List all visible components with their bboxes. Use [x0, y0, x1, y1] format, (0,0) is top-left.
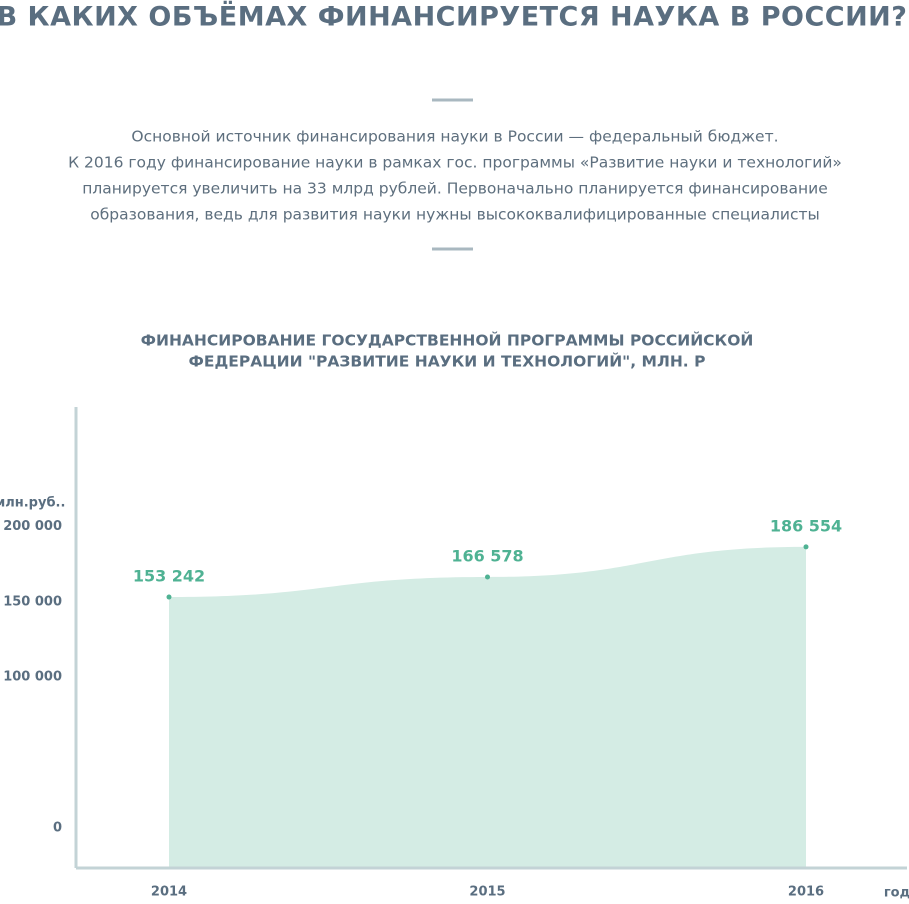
chart-title: ФИНАНСИРОВАНИЕ ГОСУДАРСТВЕННОЙ ПРОГРАММЫ…	[141, 331, 754, 350]
x-tick-label: 2016	[788, 885, 824, 900]
value-label: 166 578	[451, 546, 523, 565]
area	[169, 546, 806, 868]
intro-line: образования, ведь для развития науки нуж…	[90, 206, 819, 224]
intro-line: Основной источник финансирования науки в…	[131, 128, 778, 146]
y-tick-label: 100 000	[3, 670, 62, 685]
y-tick-label: 0	[53, 820, 62, 835]
x-tick-label: 2014	[151, 885, 187, 900]
chart-title: ФЕДЕРАЦИИ "РАЗВИТИЕ НАУКИ И ТЕХНОЛОГИЙ",…	[189, 352, 706, 371]
point	[803, 544, 809, 550]
intro-line: К 2016 году финансирование науки в рамка…	[68, 154, 842, 172]
y-tick-label: 150 000	[3, 594, 62, 609]
value-label: 186 554	[770, 516, 842, 535]
x-axis-label: год	[884, 886, 909, 901]
point	[166, 594, 172, 600]
intro-line: планируется увеличить на 33 млрд рублей.…	[82, 180, 827, 198]
value-label: 153 242	[133, 567, 205, 586]
point	[485, 574, 490, 580]
page-title: В КАКИХ ОБЪЁМАХ ФИНАНСИРУЕТСЯ НАУКА В РО…	[0, 1, 907, 33]
x-tick-label: 2015	[469, 885, 505, 900]
y-tick-label: 200 000	[3, 519, 62, 534]
y-axis-label: млн.руб..	[0, 496, 65, 511]
